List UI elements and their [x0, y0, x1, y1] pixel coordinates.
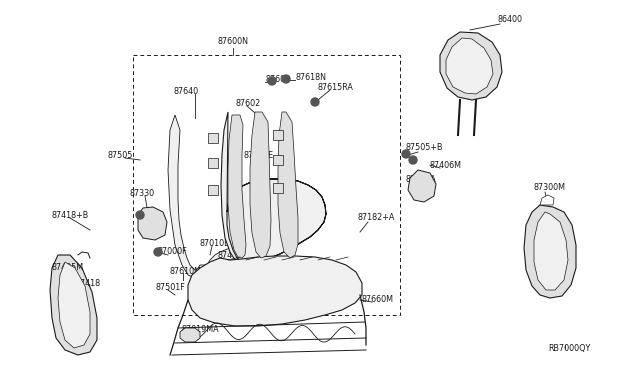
Polygon shape: [188, 256, 362, 326]
Text: 87418: 87418: [75, 279, 100, 288]
Text: 87182+A: 87182+A: [358, 214, 396, 222]
Text: 87660M: 87660M: [362, 295, 394, 305]
Polygon shape: [540, 195, 554, 205]
Polygon shape: [524, 205, 576, 298]
Text: 87630C: 87630C: [200, 298, 231, 308]
Bar: [273, 183, 283, 193]
Polygon shape: [446, 38, 493, 94]
Polygon shape: [50, 255, 97, 355]
Polygon shape: [250, 112, 271, 258]
Text: 87501A: 87501A: [405, 176, 436, 185]
Text: 87418+B: 87418+B: [52, 211, 89, 219]
Circle shape: [154, 248, 162, 256]
Text: 87603: 87603: [265, 76, 290, 84]
Text: 87615RA: 87615RA: [318, 83, 354, 93]
Polygon shape: [440, 32, 502, 100]
Bar: [273, 130, 283, 140]
Text: 87300M: 87300M: [533, 183, 565, 192]
Text: RB7000QY: RB7000QY: [548, 343, 590, 353]
Text: 87405M: 87405M: [52, 263, 84, 273]
Bar: [208, 185, 218, 195]
Text: 87600N: 87600N: [218, 38, 248, 46]
Polygon shape: [278, 112, 298, 258]
Circle shape: [409, 156, 417, 164]
Text: 87640: 87640: [174, 87, 199, 96]
Bar: [133, 55, 400, 315]
Text: 87182: 87182: [232, 302, 257, 311]
Polygon shape: [58, 262, 90, 348]
Text: 87618N: 87618N: [295, 73, 326, 81]
Bar: [208, 133, 218, 143]
Circle shape: [402, 150, 410, 158]
Text: 87505: 87505: [108, 151, 133, 160]
Text: 87505+B: 87505+B: [406, 144, 444, 153]
Text: 87414: 87414: [218, 251, 243, 260]
Polygon shape: [221, 112, 326, 263]
Text: 87300E: 87300E: [244, 151, 274, 160]
Circle shape: [268, 77, 276, 85]
Bar: [273, 155, 283, 165]
Text: 87019MA: 87019MA: [182, 326, 220, 334]
Polygon shape: [534, 212, 568, 290]
Text: 87602: 87602: [235, 99, 260, 108]
Text: 87610M: 87610M: [170, 266, 202, 276]
Circle shape: [282, 75, 290, 83]
Text: 86400: 86400: [497, 16, 522, 25]
Text: 87406M: 87406M: [430, 161, 462, 170]
Text: 87330: 87330: [130, 189, 155, 198]
Circle shape: [311, 98, 319, 106]
Text: 87010E: 87010E: [200, 238, 230, 247]
Circle shape: [136, 211, 144, 219]
Bar: [208, 158, 218, 168]
Polygon shape: [228, 115, 246, 258]
Polygon shape: [168, 115, 262, 283]
Text: 87501F: 87501F: [155, 283, 185, 292]
Polygon shape: [138, 207, 167, 240]
Text: 87000F: 87000F: [158, 247, 188, 257]
Polygon shape: [180, 328, 200, 342]
Polygon shape: [408, 170, 436, 202]
